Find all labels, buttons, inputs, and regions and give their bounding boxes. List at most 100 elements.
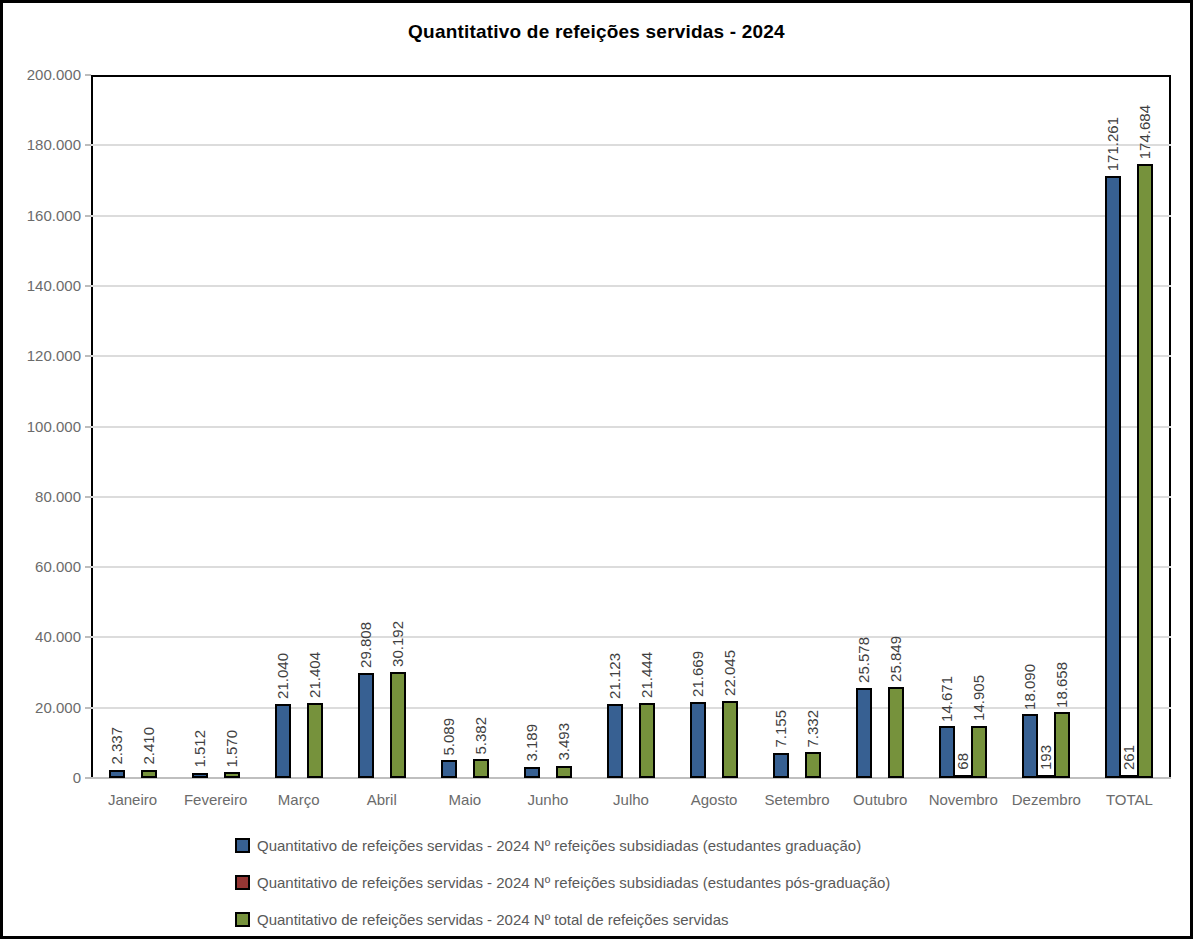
gridline (91, 496, 1171, 498)
x-axis-label-dezembro: Dezembro (1012, 791, 1081, 808)
bar-total-julho (639, 703, 655, 778)
data-label: 5.382 (472, 717, 489, 755)
data-label: 21.040 (274, 653, 291, 699)
y-axis-tick (85, 566, 91, 568)
gridline (91, 355, 1171, 357)
y-axis-tick (85, 636, 91, 638)
gridline (91, 215, 1171, 217)
chart-canvas: Quantitativo de refeições servidas - 202… (0, 0, 1193, 939)
bar-total-novembro (971, 726, 987, 778)
y-axis-tick (85, 496, 91, 498)
y-axis-tick (85, 144, 91, 146)
bar-total-total (1137, 164, 1153, 778)
data-label: 68 (954, 753, 971, 770)
bar-total-junho (556, 766, 572, 778)
x-axis-label-maio: Maio (449, 791, 482, 808)
x-axis-label-outubro: Outubro (853, 791, 907, 808)
legend: Quantitativo de refeições servidas - 202… (235, 835, 890, 939)
gridline (91, 426, 1171, 428)
legend-label-pos-graduacao: Quantitativo de refeições servidas - 202… (257, 874, 890, 891)
bar-total-fevereiro (224, 772, 240, 778)
gridline (91, 707, 1171, 709)
y-axis-label: 160.000 (9, 207, 81, 225)
bar-graduacao-agosto (690, 702, 706, 778)
plot-area: 2.337 2.410 1.512 1.570 21.040 21.404 29.808 30… (91, 75, 1171, 778)
data-label: 171.261 (1104, 117, 1121, 171)
gridline (91, 285, 1171, 287)
bar-graduacao-julho (607, 704, 623, 778)
data-label: 3.189 (523, 724, 540, 762)
bar-graduacao-abril (358, 673, 374, 778)
x-axis-label-julho: Julho (613, 791, 649, 808)
data-label: 18.658 (1053, 662, 1070, 708)
chart-title: Quantitativo de refeições servidas - 202… (3, 21, 1190, 43)
x-axis-label-junho: Junho (527, 791, 568, 808)
bar-pos-graduacao-novembro (955, 775, 971, 778)
data-label: 30.192 (389, 621, 406, 667)
legend-swatch-pos-graduacao (235, 875, 250, 890)
legend-label-graduacao: Quantitativo de refeições servidas - 202… (257, 837, 861, 854)
y-axis-label: 140.000 (9, 277, 81, 295)
data-label: 18.090 (1021, 664, 1038, 710)
y-axis-label: 180.000 (9, 136, 81, 154)
bar-graduacao-total (1105, 176, 1121, 778)
bar-pos-graduacao-total (1121, 775, 1137, 778)
gridline (91, 144, 1171, 146)
gridline (91, 636, 1171, 638)
data-label: 174.684 (1136, 105, 1153, 159)
bar-pos-graduacao-dezembro (1038, 775, 1054, 778)
y-axis-tick (85, 74, 91, 76)
bar-graduacao-junho (524, 767, 540, 778)
legend-item-graduacao: Quantitativo de refeições servidas - 202… (235, 835, 890, 855)
data-label: 22.045 (721, 650, 738, 696)
data-label: 29.808 (357, 622, 374, 668)
bar-graduacao-dezembro (1022, 714, 1038, 778)
data-label: 5.089 (440, 718, 457, 756)
data-label: 21.404 (306, 652, 323, 698)
x-axis-label-fevereiro: Fevereiro (184, 791, 247, 808)
y-axis-tick (85, 355, 91, 357)
bar-graduacao-setembro (773, 753, 789, 778)
bar-total-março (307, 703, 323, 778)
bar-total-dezembro (1054, 712, 1070, 778)
data-label: 7.332 (804, 710, 821, 748)
y-axis-label: 200.000 (9, 66, 81, 84)
data-label: 14.671 (938, 676, 955, 722)
y-axis-label: 60.000 (9, 558, 81, 576)
bar-graduacao-outubro (856, 688, 872, 778)
y-axis-tick (85, 707, 91, 709)
legend-swatch-total (235, 912, 250, 927)
y-axis-tick (85, 777, 91, 779)
x-axis-label-novembro: Novembro (929, 791, 998, 808)
y-axis-tick (85, 426, 91, 428)
bar-total-maio (473, 759, 489, 778)
data-label: 1.512 (191, 730, 208, 768)
legend-item-pos-graduacao: Quantitativo de refeições servidas - 202… (235, 872, 890, 892)
y-axis-label: 120.000 (9, 347, 81, 365)
bar-total-janeiro (141, 770, 157, 778)
gridline (91, 566, 1171, 568)
x-axis-label-total: TOTAL (1106, 791, 1153, 808)
data-label: 2.337 (108, 727, 125, 765)
bar-total-setembro (805, 752, 821, 778)
x-axis-label-março: Março (278, 791, 320, 808)
y-axis-label: 20.000 (9, 699, 81, 717)
data-label: 14.905 (970, 675, 987, 721)
data-label: 25.849 (887, 636, 904, 682)
x-axis-label-janeiro: Janeiro (108, 791, 157, 808)
bar-graduacao-janeiro (109, 770, 125, 778)
x-axis-label-agosto: Agosto (691, 791, 738, 808)
x-axis-label-setembro: Setembro (765, 791, 830, 808)
y-axis-tick (85, 215, 91, 217)
bar-total-agosto (722, 701, 738, 778)
bar-total-abril (390, 672, 406, 778)
data-label: 21.123 (606, 653, 623, 699)
data-label: 1.570 (223, 730, 240, 768)
data-label: 25.578 (855, 637, 872, 683)
y-axis-label: 0 (9, 769, 81, 787)
y-axis-tick (85, 285, 91, 287)
legend-swatch-graduacao (235, 838, 250, 853)
bar-graduacao-fevereiro (192, 773, 208, 778)
data-label: 193 (1037, 745, 1054, 770)
data-label: 2.410 (140, 727, 157, 765)
